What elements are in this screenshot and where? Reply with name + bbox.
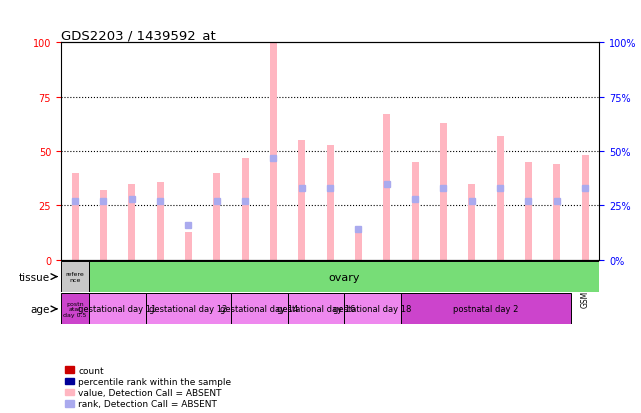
Text: gestational day 18: gestational day 18 [333,305,412,313]
Text: gestational day 14: gestational day 14 [220,305,299,313]
Bar [100,191,107,260]
Text: gestational day 16: gestational day 16 [277,305,355,313]
Text: gestational day 12: gestational day 12 [149,305,228,313]
Text: refere
nce: refere nce [65,271,85,282]
Bar [288,294,344,325]
Bar [525,163,532,260]
Bar [146,294,231,325]
Bar [270,43,277,260]
Bar [61,294,89,325]
Bar [213,173,221,260]
Bar [156,182,163,260]
Bar [72,173,79,260]
Bar [440,123,447,260]
Bar [344,294,401,325]
Bar [553,165,560,260]
Bar [383,115,390,260]
Bar [497,137,504,260]
Text: postn
atal
day 0.5: postn atal day 0.5 [63,301,87,318]
Text: postnatal day 2: postnatal day 2 [453,305,519,313]
Text: tissue: tissue [19,272,49,282]
Bar [128,184,135,260]
Text: age: age [30,304,49,314]
Bar [401,294,571,325]
Bar [355,232,362,260]
Bar [242,158,249,260]
Bar [581,156,588,260]
Bar [61,261,89,292]
Bar [412,163,419,260]
Bar [185,232,192,260]
Text: gestational day 11: gestational day 11 [78,305,156,313]
Legend: count, percentile rank within the sample, value, Detection Call = ABSENT, rank, : count, percentile rank within the sample… [65,366,231,408]
Text: ovary: ovary [329,272,360,282]
Bar [298,141,305,260]
Bar [326,145,334,260]
Text: GDS2203 / 1439592_at: GDS2203 / 1439592_at [61,29,215,42]
Bar [89,294,146,325]
Bar [231,294,288,325]
Bar [469,184,476,260]
